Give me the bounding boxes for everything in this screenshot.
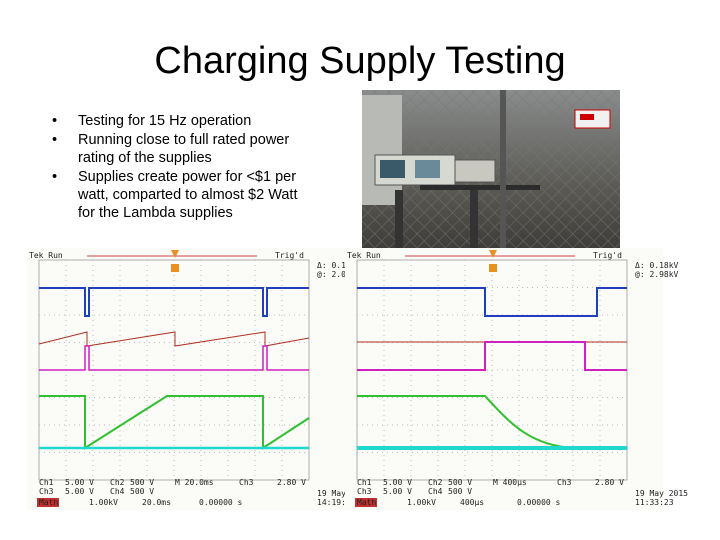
timestamp: 19 May 2015 bbox=[635, 489, 688, 498]
bullet: Running close to full rated power rating… bbox=[52, 131, 314, 167]
scope-capture: Tek Run Trig'd Δ: 0.1@: 2.0 Ch1 5.00 V Ch2 500… bbox=[27, 248, 351, 510]
trigger-marker bbox=[171, 250, 179, 258]
readout: 5.00 V bbox=[383, 487, 412, 496]
waveform bbox=[38, 331, 310, 347]
cursor-readout: @: 2.98kV bbox=[635, 270, 679, 279]
waveform bbox=[39, 345, 309, 371]
waveform bbox=[39, 287, 309, 317]
readout: 20.0ms bbox=[142, 498, 171, 507]
trigger-marker bbox=[489, 250, 497, 258]
bullet: Testing for 15 Hz operation bbox=[52, 112, 314, 130]
readout: 500 V bbox=[130, 487, 154, 496]
readout: 400µs bbox=[460, 498, 484, 507]
scope-screen bbox=[27, 248, 345, 510]
readout: Ch3 bbox=[239, 478, 254, 487]
timestamp: 14:19:2 bbox=[317, 498, 351, 507]
timestamp: 11:33:23 bbox=[635, 498, 674, 507]
scope-status: Tek Run bbox=[347, 251, 381, 260]
readout: Ch4 bbox=[110, 487, 125, 496]
cursor-readout: @: 2.0 bbox=[317, 270, 346, 279]
readout: Ch2 bbox=[110, 478, 125, 487]
cursor-readout: Δ: 0.18kV bbox=[635, 261, 679, 270]
scope-status: Trig'd bbox=[593, 251, 622, 260]
readout: 2.80 V bbox=[595, 478, 624, 487]
scope-screen bbox=[345, 248, 663, 510]
readout: Ch2 bbox=[428, 478, 443, 487]
timestamp: 19 May bbox=[317, 489, 346, 498]
readout: 500 V bbox=[448, 487, 472, 496]
readout: M 400µs bbox=[493, 478, 527, 487]
waveform bbox=[357, 287, 627, 317]
readout: 5.00 V bbox=[65, 478, 94, 487]
waveform bbox=[357, 341, 627, 371]
readout: 0.00000 s bbox=[517, 498, 561, 507]
readout: 5.00 V bbox=[65, 487, 94, 496]
readout: 5.00 V bbox=[383, 478, 412, 487]
bullet-list: Testing for 15 Hz operation Running clos… bbox=[52, 112, 314, 223]
readout: 500 V bbox=[130, 478, 154, 487]
readout: 1.00kV bbox=[89, 498, 118, 507]
scope-status: Trig'd bbox=[275, 251, 304, 260]
bullet: Supplies create power for <$1 per watt, … bbox=[52, 168, 314, 222]
readout: M 20.0ms bbox=[175, 478, 214, 487]
readout: Math bbox=[39, 498, 58, 507]
readout: 1.00kV bbox=[407, 498, 436, 507]
readout: Ch1 bbox=[357, 478, 372, 487]
math-badge bbox=[37, 498, 59, 507]
lab-photo bbox=[362, 90, 620, 250]
readout: 0.00000 s bbox=[199, 498, 243, 507]
readout: 500 V bbox=[448, 478, 472, 487]
readout: Ch1 bbox=[39, 478, 54, 487]
readout: 2.80 V bbox=[277, 478, 306, 487]
readout: Ch3 bbox=[39, 487, 54, 496]
readout: Ch3 bbox=[357, 487, 372, 496]
trigger-marker bbox=[489, 264, 497, 272]
scope-capture: Tek Run Trig'd Δ: 0.18kV@: 2.98kV Ch1 5.00 V… bbox=[345, 248, 688, 510]
scope-status: Tek Run bbox=[29, 251, 63, 260]
readout: Math bbox=[357, 498, 376, 507]
cursor-readout: Δ: 0.1 bbox=[317, 261, 346, 270]
readout: Ch4 bbox=[428, 487, 443, 496]
readout: Ch3 bbox=[557, 478, 572, 487]
trigger-marker bbox=[171, 264, 179, 272]
slide-title: Charging Supply Testing bbox=[154, 40, 566, 82]
math-badge bbox=[355, 498, 377, 507]
